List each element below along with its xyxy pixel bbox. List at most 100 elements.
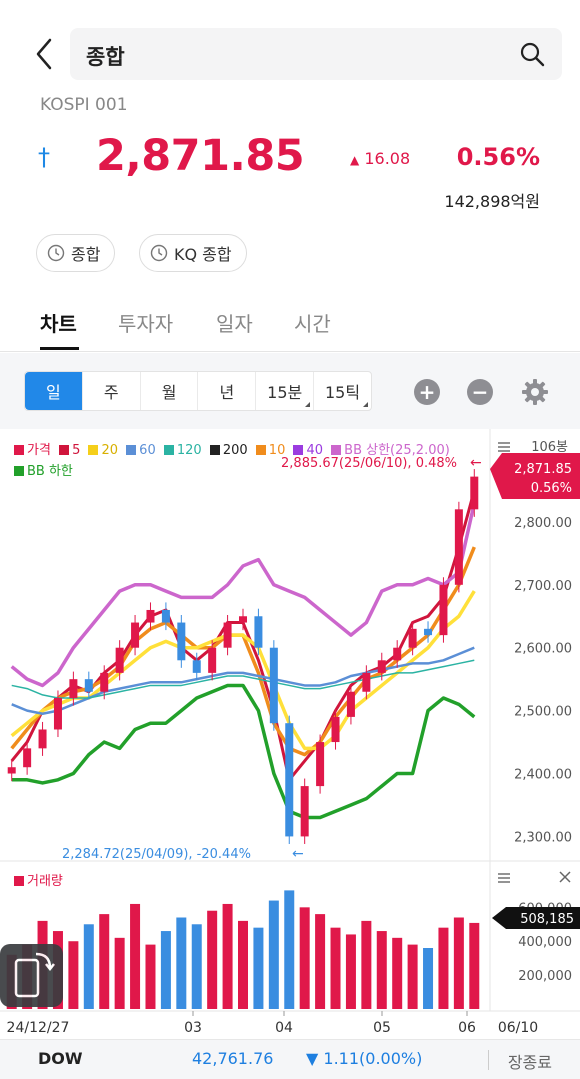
legend-ma200: 200 xyxy=(222,443,248,458)
divider xyxy=(488,1050,489,1070)
arrow-left-icon: ← xyxy=(470,455,482,471)
volume-title: 거래량 xyxy=(27,874,63,889)
price-chart[interactable]: 2,800.00 2,700.00 2,600.00 2,500.00 2,400.00… xyxy=(0,429,580,1039)
candle-body xyxy=(23,748,32,768)
menu-icon[interactable] xyxy=(498,873,510,883)
tab-time[interactable]: 시간 xyxy=(294,312,331,336)
change-percent: 0.56% xyxy=(456,143,540,171)
price-axis-tick: 2,700.00 xyxy=(514,579,572,594)
high-annotation: 2,885.67(25/06/10), 0.48% xyxy=(281,456,457,471)
series-line xyxy=(11,683,476,820)
period-15min[interactable]: 15분 xyxy=(256,372,315,410)
market-status: 장종료 xyxy=(507,1053,552,1072)
volume-bar xyxy=(423,948,434,1009)
back-arrow-icon[interactable] xyxy=(28,36,64,72)
candle-body xyxy=(84,679,93,692)
candle-body xyxy=(69,679,78,699)
pill-label: KQ 종합 xyxy=(174,245,232,264)
volume-bar xyxy=(315,914,326,1009)
price-indicator: † xyxy=(38,143,50,171)
candle-body xyxy=(454,509,463,585)
gear-icon[interactable] xyxy=(520,377,550,407)
legend-ma5: 5 xyxy=(72,443,81,458)
period-week[interactable]: 주 xyxy=(83,372,141,410)
volume-axis-tick: 400,000 xyxy=(518,935,572,950)
candle-body xyxy=(192,660,201,673)
price-change-value: 16.08 xyxy=(364,149,411,168)
candle-body xyxy=(223,622,232,648)
x-axis-tick: 06 xyxy=(458,1020,476,1036)
tab-underline xyxy=(40,347,79,350)
close-icon[interactable] xyxy=(559,871,571,883)
last-price-pct: 0.56% xyxy=(531,481,572,496)
volume-bar xyxy=(376,931,387,1009)
period-month[interactable]: 월 xyxy=(141,372,199,410)
series-line xyxy=(10,502,476,688)
series-line xyxy=(10,546,476,757)
volume-bar xyxy=(130,903,141,1009)
period-15tick[interactable]: 15틱 xyxy=(314,372,371,410)
tab-daily[interactable]: 일자 xyxy=(216,312,253,336)
price-axis-tick: 2,500.00 xyxy=(514,705,572,720)
pill-kq-composite[interactable]: KQ 종합 xyxy=(139,234,247,272)
volume-bar xyxy=(469,922,480,1009)
legend-ma60: 60 xyxy=(139,443,156,458)
clock-icon xyxy=(150,244,168,262)
menu-icon[interactable] xyxy=(498,442,510,452)
period-label: 주 xyxy=(103,383,119,402)
chart-legend: 가격 5 20 60 120 200 10 40 BB 상한(25,2.00) xyxy=(14,439,450,458)
tab-investor[interactable]: 투자자 xyxy=(118,312,174,336)
candle-body xyxy=(146,609,155,623)
tab-chart[interactable]: 차트 xyxy=(40,312,77,336)
ticker-change: ▼ 1.11(0.00%) xyxy=(306,1049,423,1068)
legend-bb-upper: BB 상한(25,2.00) xyxy=(344,443,450,458)
pill-composite[interactable]: 종합 xyxy=(36,234,116,272)
last-volume-label: 508,185 xyxy=(520,912,574,927)
volume-bar xyxy=(145,944,156,1009)
candle-body xyxy=(316,742,325,787)
volume-bar xyxy=(345,934,356,1009)
x-axis-tick: 03 xyxy=(184,1020,202,1036)
rotate-screen-button[interactable] xyxy=(0,944,63,1007)
rotate-icon xyxy=(14,952,55,998)
volume-bar xyxy=(268,900,279,1009)
chart-canvas[interactable]: 2,800.00 2,700.00 2,600.00 2,500.00 2,400.00… xyxy=(0,429,580,1039)
volume-bar xyxy=(361,920,372,1009)
chart-legend-2: BB 하한 xyxy=(14,460,73,479)
period-day[interactable]: 일 xyxy=(25,372,83,410)
search-icon[interactable] xyxy=(518,40,546,68)
volume-bar xyxy=(114,937,125,1009)
legend-price: 가격 xyxy=(27,443,51,458)
candle-body xyxy=(115,647,124,673)
index-code: KOSPI 001 xyxy=(40,95,128,115)
ticker-bar[interactable]: DOW 42,761.76 ▼ 1.11(0.00%) 장종료 xyxy=(0,1039,580,1079)
volume-bar xyxy=(284,890,295,1009)
volume-bar xyxy=(453,917,464,1009)
zoom-out-icon[interactable]: − xyxy=(467,379,493,405)
period-label: 15분 xyxy=(267,383,303,402)
volume-bar xyxy=(176,917,187,1009)
candle-body xyxy=(208,647,217,673)
candle-body xyxy=(424,628,433,636)
candle-body xyxy=(254,616,263,648)
volume-bar xyxy=(207,910,218,1009)
zoom-in-icon[interactable]: + xyxy=(414,379,440,405)
volume-legend: 거래량 xyxy=(14,870,63,889)
dropdown-corner-icon xyxy=(362,402,368,407)
candle-body xyxy=(331,716,340,743)
period-label: 월 xyxy=(161,383,177,402)
volume-axis-tick: 200,000 xyxy=(518,969,572,984)
volume-bar xyxy=(392,937,403,1009)
low-annotation: 2,284.72(25/04/09), -20.44% xyxy=(62,847,251,862)
search-bar[interactable]: 종합 xyxy=(70,28,562,80)
period-label: 일 xyxy=(46,383,61,402)
period-year[interactable]: 년 xyxy=(198,372,257,410)
ticker-value: 42,761.76 xyxy=(192,1049,274,1068)
legend-ma10: 10 xyxy=(268,443,286,458)
x-axis-tick: 24/12/27 xyxy=(7,1020,70,1036)
volume-bar xyxy=(330,927,341,1009)
candle-body xyxy=(285,723,294,837)
current-price: 2,871.85 xyxy=(96,131,305,181)
price-axis-tick: 2,800.00 xyxy=(514,516,572,531)
candle-body xyxy=(393,647,402,661)
